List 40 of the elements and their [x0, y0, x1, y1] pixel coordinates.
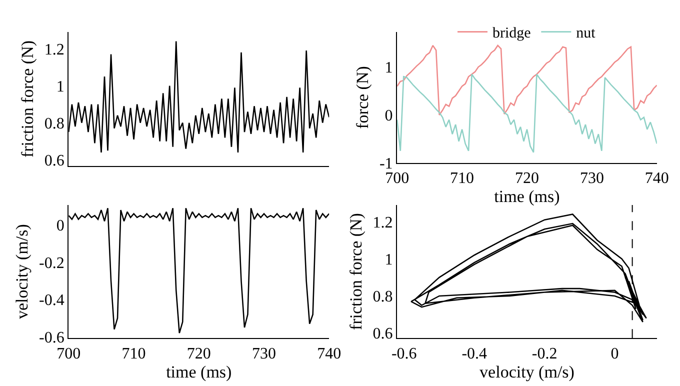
y-axis-title: force (N) — [352, 66, 372, 129]
y-tick-label: 0 — [56, 218, 64, 235]
x-tick-label: -0.2 — [532, 345, 558, 362]
y-tick-label: 1.2 — [44, 41, 64, 58]
y-tick-label: 0.8 — [44, 115, 64, 132]
y-axis-title: friction force (N) — [346, 213, 366, 330]
x-tick-label: 700 — [56, 345, 81, 362]
x-axis-title: time (ms) — [166, 362, 232, 382]
line-series — [397, 44, 657, 116]
x-tick-label: 0 — [610, 345, 619, 362]
y-tick-label: 0.6 — [372, 326, 393, 343]
x-tick-label: 720 — [186, 345, 211, 362]
x-tick-label: 730 — [580, 170, 604, 188]
y-axis-title: friction force (N) — [18, 40, 37, 158]
x-axis-title: time (ms) — [494, 187, 560, 206]
line-series — [68, 207, 330, 334]
y-tick-label: 1 — [384, 60, 393, 77]
x-tick-label: -0.4 — [462, 345, 488, 362]
x-axis-title: velocity (m/s) — [480, 362, 574, 382]
y-tick-label: -1 — [379, 155, 393, 172]
legend-label: bridge — [492, 26, 532, 42]
y-axis-title: velocity (m/s) — [12, 224, 32, 320]
x-tick-label: 710 — [450, 170, 474, 188]
x-tick-label: 700 — [385, 170, 410, 188]
y-tick-label: 0.6 — [44, 152, 64, 170]
y-tick-label: 1 — [384, 251, 393, 268]
x-tick-label: 720 — [515, 170, 539, 188]
legend-label: nut — [576, 26, 596, 42]
y-tick-label: 0.8 — [372, 288, 393, 306]
x-tick-label: 730 — [252, 345, 276, 362]
y-tick-label: 1 — [56, 78, 64, 96]
line-series — [397, 74, 657, 153]
y-tick-label: 1.2 — [372, 214, 393, 232]
y-tick-label: -0.2 — [39, 254, 64, 272]
y-tick-label: -0.4 — [39, 292, 64, 310]
x-tick-label: 710 — [122, 345, 146, 362]
y-tick-label: -0.6 — [39, 329, 64, 346]
y-tick-label: 0 — [384, 108, 393, 125]
x-tick-label: 740 — [644, 170, 669, 188]
x-tick-label: 740 — [317, 345, 342, 362]
